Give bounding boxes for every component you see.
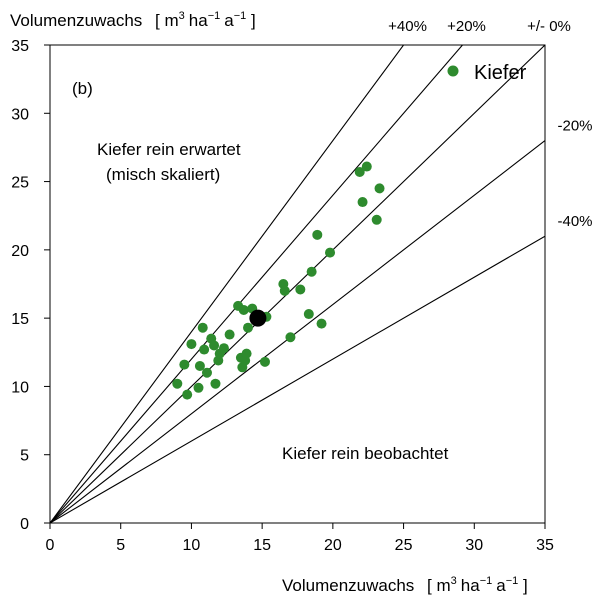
data-point-kiefer — [197, 322, 208, 333]
data-point-kiefer — [306, 266, 317, 277]
data-point-kiefer — [285, 332, 296, 343]
data-point-kiefer — [259, 356, 270, 367]
data-point-kiefer — [241, 348, 252, 359]
annotation-observed: Kiefer rein beobachtet — [282, 444, 449, 463]
data-point-kiefer — [193, 382, 204, 393]
plot-frame — [49, 44, 546, 524]
data-point-kiefer — [238, 304, 249, 315]
data-points — [172, 161, 385, 400]
data-point-kiefer — [172, 378, 183, 389]
y-tick-label: 25 — [11, 175, 29, 192]
data-point-kiefer — [295, 284, 306, 295]
y-tick-label: 30 — [11, 106, 29, 123]
x-tick-label: 20 — [324, 537, 342, 554]
reference-lines — [50, 45, 545, 523]
x-tick-label: 0 — [46, 537, 55, 554]
data-point-kiefer — [374, 183, 385, 194]
x-tick-label: 25 — [395, 537, 413, 554]
data-point-kiefer — [186, 339, 197, 350]
y-tick-label: 0 — [20, 516, 29, 533]
reference-line-40 — [50, 235, 545, 523]
reference-label-40: -40% — [557, 213, 592, 230]
legend-marker-kiefer — [447, 65, 459, 77]
data-point-kiefer — [199, 344, 210, 355]
legend: Kiefer — [447, 62, 527, 84]
x-tick-label: 10 — [183, 537, 201, 554]
reference-label-0: +/- 0% — [527, 18, 571, 35]
reference-label-20: +20% — [447, 18, 486, 35]
data-point-kiefer — [303, 309, 314, 320]
x-tick-label: 30 — [465, 537, 483, 554]
data-point-kiefer — [354, 167, 365, 178]
x-tick-label: 5 — [116, 537, 125, 554]
x-tick-label: 35 — [536, 537, 554, 554]
annotation-expected-line2: (misch skaliert) — [106, 165, 220, 184]
annotation-expected-line1: Kiefer rein erwartet — [97, 140, 241, 159]
y-tick-label: 5 — [20, 448, 29, 465]
y-axis-title: Volumenzuwachs [ m3 ha−1 a−1 ] — [10, 10, 256, 30]
y-tick-label: 10 — [11, 379, 29, 396]
data-point-kiefer — [361, 161, 372, 172]
data-point-kiefer — [194, 360, 205, 371]
reference-label-20: -20% — [557, 118, 592, 135]
x-tick-label: 15 — [253, 537, 271, 554]
data-point-kiefer — [371, 214, 382, 225]
data-point-kiefer — [224, 329, 235, 340]
y-tick-label: 15 — [11, 311, 29, 328]
data-point-kiefer — [357, 197, 368, 208]
data-point-kiefer — [218, 343, 229, 354]
data-point-kiefer — [316, 318, 327, 329]
data-point-kiefer — [209, 340, 220, 351]
reference-line-20 — [50, 140, 545, 523]
reference-line-40 — [50, 45, 405, 523]
reference-label-40: +40% — [388, 18, 427, 35]
y-tick-label: 20 — [11, 243, 29, 260]
x-axis-ticks: 0 5 10 15 20 25 30 35 — [46, 523, 554, 554]
data-point-kiefer — [201, 367, 212, 378]
mean-point — [249, 309, 267, 327]
reference-line-0 — [50, 45, 545, 523]
legend-label-kiefer: Kiefer — [474, 62, 527, 84]
panel-label: (b) — [72, 79, 93, 98]
data-point-kiefer — [325, 247, 336, 258]
x-axis-title: Volumenzuwachs [ m3 ha−1 a−1 ] — [282, 575, 528, 595]
data-point-kiefer — [182, 389, 193, 400]
data-point-kiefer — [210, 378, 221, 389]
data-point-kiefer — [279, 285, 290, 296]
data-point-kiefer — [179, 359, 190, 370]
y-tick-label: 35 — [11, 38, 29, 55]
data-point-kiefer — [312, 229, 323, 240]
data-point-kiefer — [243, 322, 253, 333]
y-axis-ticks: 0 5 10 15 20 25 30 35 — [11, 38, 50, 533]
reference-line-labels: +40% +20% +/- 0% -20% -40% — [388, 18, 592, 230]
